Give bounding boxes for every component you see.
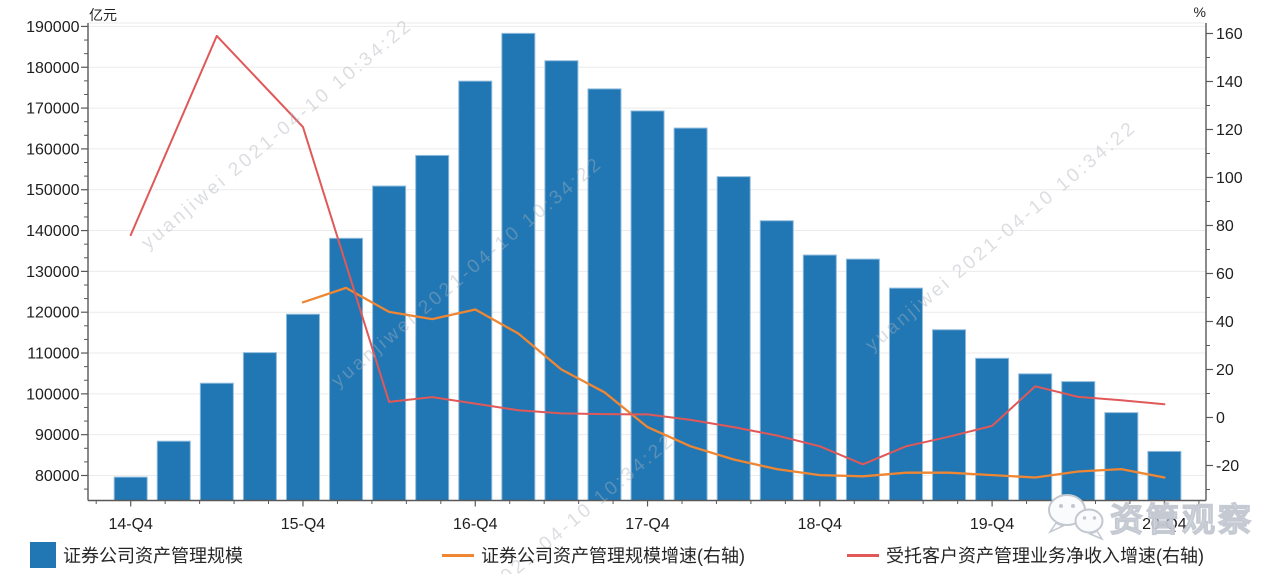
bar [113,476,148,502]
timestamp-watermark-text: yuanjiwei 2021-04-10 10:34:22 [862,117,1141,356]
left-axis-tick-label: 80000 [35,468,80,485]
left-axis-unit-label: 亿元 [89,7,117,23]
left-axis-tick-label: 110000 [27,346,79,363]
bar [156,440,191,502]
x-axis-tick-label: 14-Q4 [108,516,153,533]
right-axis: 160 140 120 100 80 60 40 20 0 -20 [1206,26,1243,490]
income-growth-line [129,34,1166,466]
left-axis-tick-label: 140000 [26,223,79,240]
left-axis-tick-label: 150000 [26,182,79,199]
right-axis-tick-label: 140 [1216,74,1243,91]
bar [242,352,277,501]
wechat-watermark: 资管观察 [1047,494,1254,541]
right-axis-tick-label: 160 [1216,26,1243,43]
bar [1061,381,1096,501]
wechat-account-watermark: 资管观察 [1110,501,1254,538]
left-axis-tick-label: 130000 [26,264,79,281]
x-axis-tick-label: 17-Q4 [625,516,670,533]
bar [888,287,923,501]
income-growth-line [129,34,1166,466]
bar [329,237,364,501]
bars-series [113,32,1182,502]
bar [673,127,708,501]
right-axis-tick-label: 60 [1216,266,1234,283]
bar [802,254,837,501]
right-axis-tick-label: 80 [1216,218,1234,235]
right-axis-tick-label: 0 [1216,410,1225,427]
right-axis-tick-label: -20 [1216,458,1239,475]
right-axis-tick-label: 100 [1216,170,1243,187]
bar [759,220,794,501]
x-axis-tick-label: 16-Q4 [453,516,498,533]
bar [932,329,967,502]
bar [544,60,579,502]
aum-growth-line [301,286,1166,479]
x-axis-tick-label: 18-Q4 [798,516,843,533]
left-axis-tick-label: 160000 [26,141,79,158]
aum-growth-line [301,286,1166,479]
right-axis-tick-label: 120 [1216,122,1243,139]
left-axis-tick-label: 100000 [26,386,79,403]
x-axis-tick-label: 15-Q4 [281,516,326,533]
left-axis-tick-label: 90000 [35,427,80,444]
bar [199,382,234,501]
x-axis: 14-Q4 15-Q4 16-Q4 17-Q4 18-Q4 19-Q4 20-Q4 [95,500,1200,533]
left-axis-tick-label: 170000 [26,101,79,118]
x-axis-tick-label: 19-Q4 [970,516,1015,533]
bar [458,80,493,501]
left-axis-tick-label: 190000 [26,19,79,36]
right-axis-tick-label: 20 [1216,362,1234,379]
bar [1104,412,1139,501]
left-axis: 190000 180000 170000 160000 150000 140000 1300… [26,19,88,490]
bar [501,32,536,502]
bar [716,176,751,501]
bar [285,313,320,502]
left-axis-tick-label: 120000 [26,305,79,322]
left-axis-tick-label: 180000 [26,60,79,77]
bar [1018,373,1053,501]
bar [630,110,665,501]
bar [587,88,622,501]
x-axis-tick-label: 20-Q4 [1142,516,1187,533]
right-axis-unit-label: % [1193,4,1206,20]
bar [415,154,450,501]
right-axis-tick-label: 40 [1216,314,1234,331]
